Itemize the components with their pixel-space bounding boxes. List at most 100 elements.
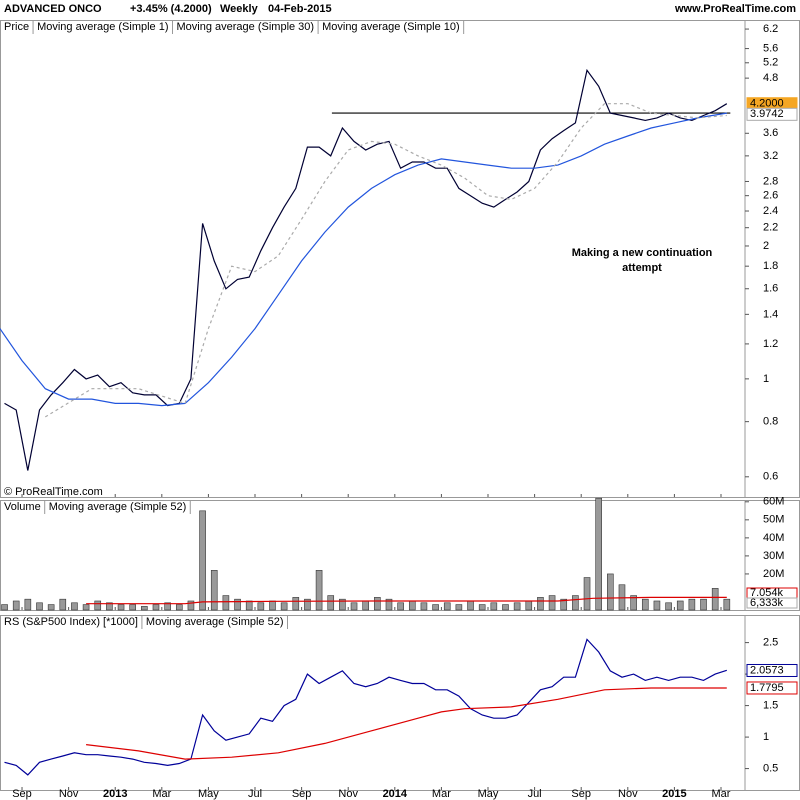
x-tick-label: Nov — [59, 788, 79, 800]
volume-bar — [327, 595, 335, 611]
y-tick-label: 2.2 — [763, 222, 778, 234]
site: www.ProRealTime.com — [674, 3, 796, 15]
y-tick-label: 2.6 — [763, 190, 778, 202]
volume-bar — [467, 600, 474, 611]
date: 04-Feb-2015 — [268, 3, 332, 15]
x-tick-label: May — [478, 788, 499, 800]
value-box-label: 3.9742 — [750, 108, 784, 120]
legend-entry: Moving average (Simple 1) — [37, 21, 168, 33]
y-tick-label: 2.5 — [763, 637, 778, 649]
y-tick-label: 1.5 — [763, 699, 778, 711]
volume-bar — [164, 602, 171, 611]
volume-bar — [257, 602, 265, 611]
y-tick-label: 4.8 — [763, 72, 778, 84]
volume-bar — [222, 595, 230, 611]
volume-bar — [653, 600, 661, 611]
y-tick-label: 2.4 — [763, 205, 778, 217]
x-tick-label: May — [198, 788, 219, 800]
y-tick-label: 5.6 — [763, 42, 778, 54]
volume-bar — [339, 598, 346, 611]
value-box — [746, 597, 798, 609]
y-tick-label: 0.6 — [763, 471, 778, 483]
value-box-label: 6,333k — [750, 597, 784, 609]
volume-bar — [432, 604, 439, 611]
symbol: ADVANCED ONCO — [4, 3, 102, 15]
legend-entry: Price — [4, 21, 29, 33]
x-tick-label: Mar — [152, 788, 171, 800]
y-tick-label: 1 — [763, 373, 769, 385]
series-line — [86, 596, 727, 605]
volume-bar — [607, 573, 614, 611]
x-tick-label: Sep — [292, 788, 312, 800]
y-tick-label: 60M — [763, 496, 784, 508]
y-tick-label: 0.8 — [763, 416, 778, 428]
y-tick-label: 40M — [763, 532, 784, 544]
volume-bar — [723, 598, 731, 611]
y-tick-label: 5.2 — [763, 57, 778, 69]
series-line — [4, 638, 727, 776]
volume-bar — [374, 597, 381, 611]
y-tick-label: 50M — [763, 514, 784, 526]
volume-bar — [129, 604, 136, 611]
volume-bar — [106, 602, 113, 611]
volume-bar — [420, 602, 428, 611]
volume-bar — [362, 600, 369, 611]
value-box-label: 2.0573 — [750, 664, 784, 676]
volume-bar — [455, 604, 463, 611]
legend-entry: Volume — [4, 501, 41, 513]
volume-bar — [117, 604, 125, 611]
annotation: attempt — [622, 262, 662, 274]
legend-entry: Moving average (Simple 10) — [322, 21, 460, 33]
volume-bar — [71, 602, 78, 611]
y-tick-label: 6.2 — [763, 23, 778, 35]
volume-bar — [280, 602, 288, 611]
y-tick-label: 20M — [763, 568, 784, 580]
volume-bar — [47, 604, 55, 611]
period: Weekly — [220, 3, 259, 15]
volume-bar — [665, 602, 672, 611]
volume-bar — [12, 600, 20, 611]
x-tick-label: Nov — [338, 788, 358, 800]
y-tick-label: 2 — [763, 240, 769, 252]
volume-bar — [304, 598, 311, 611]
volume-bar — [478, 604, 486, 611]
volume-bar — [595, 497, 602, 611]
y-tick-label: 3.2 — [763, 150, 778, 162]
y-tick-label: 3.6 — [763, 127, 778, 139]
panel-frame — [0, 20, 800, 498]
x-tick-label: Sep — [12, 788, 32, 800]
volume-bar — [630, 595, 637, 611]
x-tick-label: Sep — [571, 788, 591, 800]
volume-bar — [94, 600, 102, 611]
y-tick-label: 1.2 — [763, 338, 778, 350]
volume-bar — [408, 600, 416, 611]
value-box-label: 4.2000 — [750, 98, 784, 110]
volume-bar — [292, 597, 300, 611]
y-tick-label: 1.8 — [763, 260, 778, 272]
volume-bar — [711, 588, 719, 611]
volume-bar — [385, 598, 393, 611]
volume-bar — [199, 510, 206, 611]
volume-bar — [513, 602, 521, 611]
y-tick-label: 1.6 — [763, 283, 778, 295]
volume-bar — [315, 570, 323, 611]
y-tick-label: 0.5 — [763, 762, 778, 774]
volume-bar — [560, 598, 568, 611]
volume-bar — [234, 598, 241, 611]
legend-entry: Moving average (Simple 52) — [49, 501, 187, 513]
y-tick-label: 30M — [763, 550, 784, 562]
panel-frame — [0, 615, 800, 791]
x-tick-label: Jul — [528, 788, 542, 800]
x-tick-label: 2015 — [662, 788, 686, 800]
series-line — [0, 112, 727, 407]
x-tick-label: Mar — [432, 788, 451, 800]
value-box — [746, 107, 798, 121]
y-tick-label: 2.8 — [763, 175, 778, 187]
x-tick-label: Mar — [712, 788, 731, 800]
value-box — [746, 681, 798, 695]
panel-frame — [0, 500, 800, 611]
volume-bar — [583, 577, 591, 611]
volume-bar — [152, 604, 160, 611]
x-tick-label: 2013 — [103, 788, 127, 800]
